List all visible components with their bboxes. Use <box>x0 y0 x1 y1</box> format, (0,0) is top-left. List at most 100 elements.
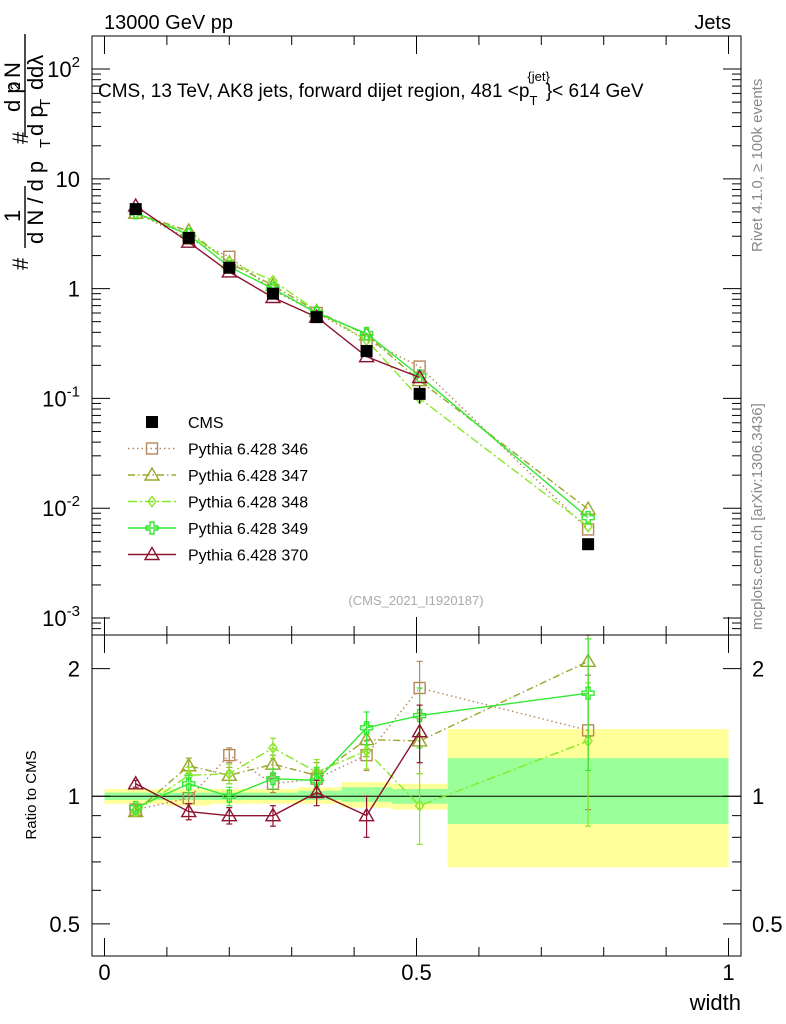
ratio-point <box>411 723 428 738</box>
ratio-point <box>266 771 280 786</box>
energy-label: 13000 GeV pp <box>104 12 233 34</box>
uncertainty-band-stat <box>341 787 392 802</box>
y-tick-label-base: 10 <box>42 496 66 521</box>
data-point <box>581 510 595 525</box>
ratio-series-pythia-6-428-370 <box>127 704 428 838</box>
series-cms <box>129 203 595 551</box>
ratio-ylabel: Ratio to CMS <box>23 750 40 839</box>
y-tick-label: 10 <box>56 167 80 192</box>
ylabel-two: 2 <box>7 82 23 90</box>
main-title-sup: {jet} <box>527 69 550 84</box>
y-tick-label: 1 <box>68 277 80 302</box>
ylabel-t-2: T <box>37 99 54 108</box>
main-frame <box>91 35 742 636</box>
ratio-point <box>412 708 427 723</box>
ratio-point <box>581 686 595 700</box>
x-tick-label: 0.5 <box>401 960 432 985</box>
ylabel-one: 1 <box>0 210 25 222</box>
data-point <box>359 326 374 341</box>
main-title-text: CMS, 13 TeV, AK8 jets, forward dijet reg… <box>98 81 529 102</box>
legend-marker <box>145 521 159 535</box>
legend-entry: CMS <box>146 415 224 432</box>
ratio-y-tick-label-left: 1 <box>68 784 80 809</box>
ratio-point <box>308 784 325 799</box>
data-point <box>583 520 594 533</box>
data-point <box>413 387 426 400</box>
y-tick-label-exp: -2 <box>67 493 80 510</box>
ylabel-t-1: T <box>37 139 54 148</box>
ratio-point <box>180 803 197 818</box>
ratio-frame <box>91 634 742 957</box>
legend-entry: Pythia 6.428 370 <box>128 546 308 565</box>
data-point <box>223 261 236 274</box>
data-point <box>360 345 373 358</box>
ratio-point <box>127 775 144 790</box>
legend-marker <box>143 546 161 561</box>
series-line <box>135 212 589 519</box>
ylabel-d2n-d: d p <box>0 81 25 112</box>
ratio-line <box>135 687 589 811</box>
y-tick-label: 10-1 <box>42 383 80 411</box>
ylabel-d: d <box>23 78 48 90</box>
ratio-y-tick-label-left: 2 <box>68 657 80 682</box>
ratio-point <box>358 807 375 822</box>
ratio-point <box>222 789 236 803</box>
ratio-point <box>223 748 236 762</box>
legend-label: Pythia 6.428 349 <box>188 521 308 538</box>
ratio-series <box>127 634 597 845</box>
ratio-y-tick-label-left: 0.5 <box>49 912 80 937</box>
legend-label: Pythia 6.428 347 <box>188 468 308 485</box>
main-title: CMS, 13 TeV, AK8 jets, forward dijet reg… <box>98 69 644 108</box>
y-tick-label-base: 10 <box>47 57 71 82</box>
legend-label: Pythia 6.428 348 <box>188 495 308 512</box>
legend-entry: Pythia 6.428 349 <box>128 521 308 538</box>
ratio-y-tick-label-right: 2 <box>752 657 764 682</box>
ratio-point <box>359 721 374 735</box>
legend-label: CMS <box>188 415 224 432</box>
ratio-line <box>135 740 589 813</box>
ylabel-dn-dpt: d N / d p <box>23 161 48 244</box>
main-title-tail: }< 614 GeV <box>546 81 644 102</box>
data-point <box>582 538 595 551</box>
data-point <box>413 360 426 373</box>
ratio-point <box>268 741 278 755</box>
x-tick-label: 1 <box>722 960 734 985</box>
legend-marker <box>147 495 157 508</box>
ylabel-n: N <box>0 62 25 78</box>
legend-label: Pythia 6.428 370 <box>188 548 308 565</box>
data-point <box>411 369 428 384</box>
main-series <box>127 197 597 551</box>
ratio-point <box>221 807 238 822</box>
data-point <box>310 311 323 324</box>
x-axis-label: width <box>689 990 741 1015</box>
ylabel-hash-1: # <box>8 257 33 270</box>
ylabel-lambda: dλ <box>23 55 48 78</box>
category-label: Jets <box>694 12 731 34</box>
legend-marker <box>146 416 158 428</box>
legend-entry: Pythia 6.428 346 <box>128 442 308 459</box>
legend-marker <box>143 466 161 481</box>
rivet-label: Rivet 4.1.0, ≥ 100k events <box>749 79 766 252</box>
ratio-axis-ticks: 0.5 0.5 1 1 2 2 0 0.5 1 <box>49 635 783 985</box>
y-tick-label: 10-2 <box>42 493 80 521</box>
mcplots-label: mcplots.cern.ch [arXiv:1306.3436] <box>749 403 766 630</box>
ratio-point <box>309 773 324 788</box>
analysis-id: (CMS_2021_I1920187) <box>348 593 483 608</box>
series-line <box>135 212 589 528</box>
legend-entry: Pythia 6.428 348 <box>128 495 308 512</box>
uncertainty-band-stat <box>297 790 342 800</box>
y-tick-label-base: 10 <box>42 386 66 411</box>
legend-entry: Pythia 6.428 347 <box>128 466 308 485</box>
ratio-point <box>182 777 196 791</box>
series-pythia-6-428-346 <box>129 206 595 536</box>
x-tick-label: 0 <box>98 960 110 985</box>
main-title-sub: T <box>529 93 537 108</box>
data-point <box>266 287 279 300</box>
y-tick-label-base: 10 <box>42 606 66 631</box>
legend-label: Pythia 6.428 346 <box>188 442 308 459</box>
ratio-line <box>135 692 589 809</box>
y-tick-label-exp: 2 <box>72 54 80 71</box>
